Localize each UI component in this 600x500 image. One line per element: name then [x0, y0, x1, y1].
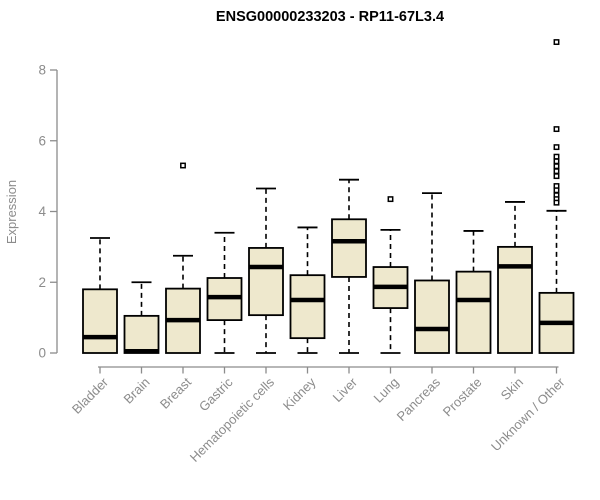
outlier-point	[553, 144, 560, 151]
chart-title: ENSG00000233203 - RP11-67L3.4	[216, 9, 444, 25]
box-group	[455, 230, 492, 354]
box-group	[82, 237, 118, 354]
iqr-box	[497, 245, 533, 354]
y-tick-label: 2	[38, 275, 46, 290]
outlier-point	[553, 39, 560, 46]
box-group	[248, 187, 284, 354]
x-category-label: Unknown / Other	[488, 374, 568, 454]
outlier-point	[180, 162, 186, 169]
x-category-label: Breast	[157, 374, 194, 411]
x-category-label: Skin	[498, 375, 526, 403]
iqr-box	[289, 274, 326, 340]
y-tick-label: 6	[38, 133, 46, 148]
box-group	[414, 192, 450, 354]
x-category-label: Kidney	[280, 374, 319, 413]
box-group	[123, 281, 160, 354]
x-category-label: Gastric	[196, 374, 236, 414]
x-category-label: Pancreas	[394, 374, 444, 424]
box-group	[165, 162, 201, 354]
outlier-point	[553, 187, 560, 194]
box-group	[331, 178, 367, 354]
iqr-box	[248, 247, 284, 317]
outlier-point	[553, 168, 560, 175]
outlier-point	[553, 158, 560, 165]
x-category-label: Lung	[371, 375, 402, 406]
y-tick-label: 8	[38, 63, 46, 78]
box-group	[289, 226, 326, 354]
outlier-point	[387, 196, 394, 203]
iqr-box	[123, 314, 160, 354]
box-group	[372, 196, 409, 354]
x-category-label: Brain	[121, 375, 153, 407]
x-category-label: Liver	[330, 374, 361, 405]
box-group	[538, 39, 575, 354]
y-axis-label: Expression	[4, 180, 19, 244]
outlier-point	[553, 163, 560, 170]
outlier-point	[553, 153, 560, 160]
x-category-label: Prostate	[440, 375, 485, 420]
iqr-box	[414, 279, 450, 354]
box-group	[497, 201, 533, 354]
y-tick-label: 0	[38, 346, 46, 361]
outlier-point	[553, 173, 560, 180]
outlier-point	[553, 126, 560, 133]
outlier-point	[553, 199, 560, 206]
y-tick-label: 4	[38, 204, 46, 219]
iqr-box	[82, 288, 118, 354]
box-group	[206, 231, 243, 354]
iqr-box	[331, 218, 367, 278]
x-category-label: Bladder	[69, 374, 112, 417]
iqr-box	[455, 270, 492, 354]
